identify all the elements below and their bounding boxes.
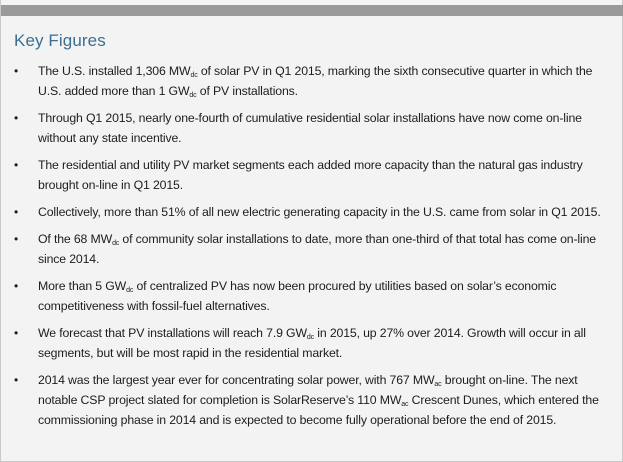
list-item: • 2014 was the largest year ever for conc…: [1, 370, 623, 430]
item-text: of community solar installations to date…: [38, 232, 596, 266]
unit-subscript: dc: [189, 92, 197, 99]
page-title: Key Figures: [14, 31, 106, 50]
list-item: • Of the 68 MWdc of community solar insta…: [1, 229, 623, 269]
unit-subscript: dc: [126, 287, 134, 294]
item-text: Crescent Dunes, which entered the commis…: [38, 393, 599, 427]
item-text: of PV installations.: [196, 84, 298, 98]
item-text: in 2015, up 27% over 2014. Growth will o…: [38, 326, 586, 360]
list-item: • The U.S. installed 1,306 MWdc of solar …: [1, 61, 623, 101]
bullet-icon: •: [14, 205, 19, 219]
bullet-icon: •: [14, 232, 19, 246]
unit-subscript: ac: [434, 381, 442, 388]
bullet-icon: •: [14, 111, 19, 125]
item-text: of centralized PV has now been procured …: [38, 279, 557, 313]
header-bar: [1, 5, 623, 16]
list-item: • Collectively, more than 51% of all new …: [1, 202, 623, 222]
bullet-icon: •: [14, 326, 19, 340]
item-text: More than 5 GW: [38, 279, 127, 293]
unit-subscript: dc: [112, 240, 120, 247]
item-text: of solar PV in Q1 2015, marking the sixt…: [38, 64, 593, 98]
list-item: • We forecast that PV installations will …: [1, 323, 623, 363]
list-item: • Through Q1 2015, nearly one-fourth of c…: [1, 108, 623, 148]
bullet-icon: •: [14, 64, 19, 78]
item-text: brought on-line. The next notable CSP pr…: [38, 373, 578, 407]
key-figures-list: • The U.S. installed 1,306 MWdc of solar …: [1, 61, 623, 437]
item-text: Collectively, more than 51% of all new e…: [38, 205, 601, 219]
unit-subscript: dc: [190, 72, 198, 79]
bullet-icon: •: [14, 373, 19, 387]
item-text: The residential and utility PV market se…: [38, 158, 583, 192]
list-item: • More than 5 GWdc of centralized PV has …: [1, 276, 623, 316]
item-text: We forecast that PV installations will r…: [38, 326, 307, 340]
item-text: Of the 68 MW: [38, 232, 113, 246]
list-item: • The residential and utility PV market s…: [1, 155, 623, 195]
item-text: The U.S. installed 1,306 MW: [38, 64, 191, 78]
item-text: 2014 was the largest year ever for conce…: [38, 373, 435, 387]
unit-subscript: dc: [306, 334, 315, 341]
item-text: Through Q1 2015, nearly one-fourth of cu…: [38, 111, 582, 145]
unit-subscript: ac: [401, 401, 409, 408]
bullet-icon: •: [14, 279, 19, 293]
bullet-icon: •: [14, 158, 19, 172]
